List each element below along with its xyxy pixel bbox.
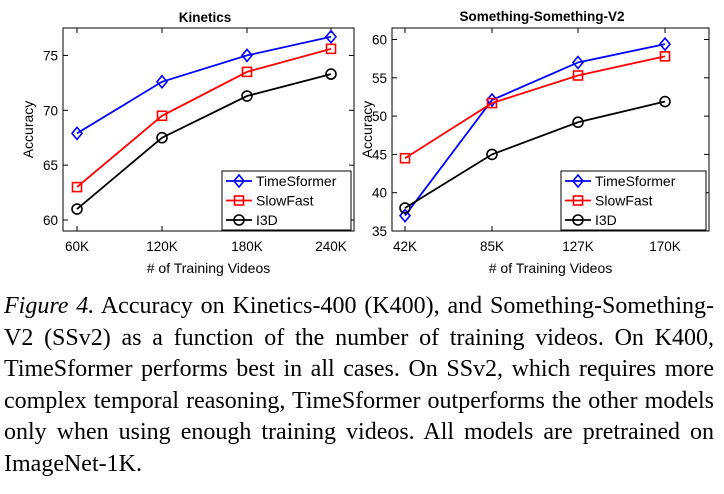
legend-label: TimeSformer [595, 173, 676, 189]
x-axis-label: # of Training Videos [489, 260, 613, 276]
caption-label: Figure 4. [4, 293, 95, 319]
y-tick-label: 55 [372, 71, 387, 86]
data-point [399, 202, 411, 214]
plot-area [391, 27, 710, 232]
data-point [241, 90, 253, 102]
caption-text: Accuracy on Kinetics-400 (K400), and Som… [4, 293, 714, 477]
data-point [325, 43, 337, 55]
plot-area [62, 27, 355, 232]
y-tick-label: 60 [43, 213, 58, 228]
series-line [76, 73, 332, 210]
data-point [155, 74, 169, 90]
legend-item: I3D [226, 212, 278, 228]
chart-title: Something-Something-V2 [460, 9, 625, 24]
data-point [324, 29, 338, 45]
legend-marker [232, 173, 246, 189]
data-point [659, 95, 671, 108]
legend-marker [233, 214, 245, 226]
y-axis-label: Accuracy [359, 101, 375, 159]
data-point [325, 68, 337, 80]
y-tick-label: 60 [372, 32, 387, 47]
data-point [659, 51, 671, 62]
legend-label: SlowFast [256, 193, 314, 209]
legend-item: I3D [565, 212, 617, 228]
x-tick-label: 240K [315, 239, 347, 254]
data-point [571, 55, 585, 70]
legend-marker [571, 173, 585, 189]
chart-1: Kinetics 60 65 70 75 60K 120K 180K 240K # of Trai… [20, 10, 355, 276]
data-point [71, 203, 83, 215]
data-point [71, 181, 83, 193]
legend-label: I3D [595, 212, 617, 228]
x-axis-label: # of Training Videos [147, 260, 271, 276]
legend-item: TimeSformer [226, 173, 337, 189]
data-point [70, 126, 84, 141]
series-line [404, 100, 666, 209]
data-point [240, 48, 254, 63]
legend-item: TimeSformer [565, 173, 676, 189]
legend-item: SlowFast [226, 193, 314, 209]
series-line [76, 47, 332, 188]
legend-marker [572, 195, 584, 206]
series-timesformer [70, 29, 338, 141]
data-point [156, 131, 168, 144]
legend-item: SlowFast [565, 193, 653, 209]
legend-label: TimeSformer [256, 173, 337, 189]
data-point [572, 70, 584, 81]
data-point [486, 97, 498, 109]
x-tick-label: 170K [649, 239, 681, 254]
x-tick-label: 120K [146, 239, 178, 254]
y-tick-label: 50 [372, 109, 387, 124]
x-tick-label: 42K [393, 239, 417, 254]
figure-charts: Kinetics 60 65 70 75 60K 120K 180K 240K # of Trai… [20, 9, 710, 276]
x-tick-label: 127K [562, 239, 594, 254]
series-i3d [399, 95, 671, 214]
series-line [404, 43, 666, 217]
legend-label: I3D [256, 212, 278, 228]
y-tick-label: 35 [372, 224, 387, 239]
legend-marker [233, 195, 245, 206]
x-tick-label: 60K [65, 239, 89, 254]
data-point [486, 148, 498, 161]
legend: TimeSformer SlowFast I3D [221, 170, 352, 231]
y-tick-label: 45 [372, 147, 387, 162]
series-line [76, 35, 332, 135]
data-point [399, 152, 411, 164]
y-tick-label: 65 [43, 158, 58, 173]
chart-title: Kinetics [179, 10, 232, 25]
data-point [398, 208, 412, 223]
x-tick-label: 180K [231, 239, 263, 254]
legend: TimeSformer SlowFast I3D [560, 170, 707, 231]
series-slowfast [399, 51, 671, 164]
series-line [404, 55, 666, 159]
y-tick-label: 75 [43, 48, 58, 63]
y-axis-label: Accuracy [20, 101, 36, 159]
y-tick-label: 70 [43, 103, 58, 118]
legend-marker [572, 214, 584, 226]
chart-2: Something-Something-V2 35 40 45 50 55 60 42K 85K… [359, 9, 710, 276]
x-tick-label: 85K [480, 239, 504, 254]
legend-label: SlowFast [595, 193, 653, 209]
data-point [572, 116, 584, 129]
data-point [658, 36, 672, 52]
data-point [241, 66, 253, 78]
series-slowfast [71, 43, 337, 193]
data-point [156, 110, 168, 122]
series-i3d [71, 68, 337, 215]
y-tick-label: 40 [372, 186, 387, 201]
figure-caption: Figure 4. Accuracy on Kinetics-400 (K400… [4, 291, 714, 480]
